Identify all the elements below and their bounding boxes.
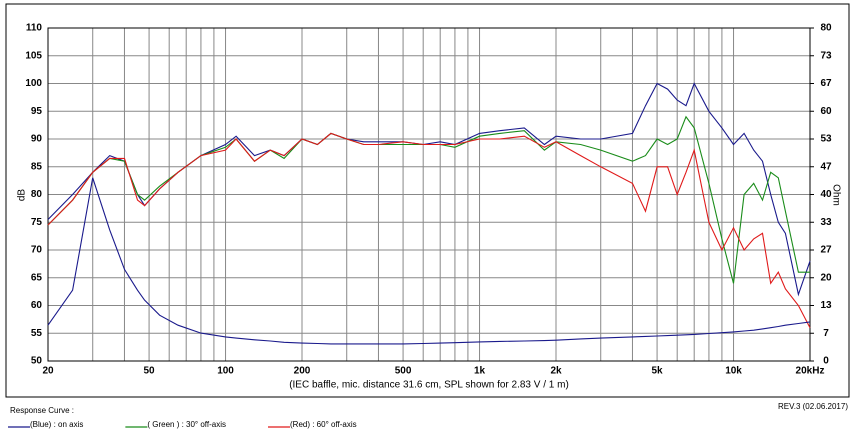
y-tick-label: 55 [31,328,43,339]
legend-label: ( Green ) : 30° off-axis [147,420,226,429]
y-tick-label: 110 [26,23,43,34]
x-tick-label: 10k [725,366,742,377]
y2-tick-label: 73 [820,50,832,61]
legend-label: (Blue) : on axis [30,420,83,429]
y-tick-label: 100 [25,78,42,89]
series-line [47,82,811,297]
x-axis-label: (IEC baffle, mic. distance 31.6 cm, SPL … [289,380,569,391]
y2-tick-label: 40 [820,189,832,200]
revision: REV.3 (02.06.2017) [778,402,848,411]
plot-border [47,27,811,362]
y2-axis-label: Ohm [830,184,841,206]
x-tick-label: 20 [42,366,54,377]
x-tick-label: 2k [550,366,562,377]
y-tick-label: 50 [31,356,43,367]
series-line [47,177,811,345]
x-tick-label: 500 [395,366,412,377]
series-line [47,115,810,284]
y2-tick-label: 67 [820,78,832,89]
y2-tick-label: 13 [820,300,832,311]
y-tick-label: 60 [31,300,43,311]
y-tick-label: 85 [31,161,43,172]
y2-tick-label: 53 [820,134,832,145]
legend-label: (Red) : 60° off-axis [290,420,357,429]
y2-tick-label: 80 [820,23,832,34]
series-line [47,132,811,328]
y2-tick-label: 33 [820,217,832,228]
y-tick-label: 80 [31,189,43,200]
x-tick-label: 20kHz [796,366,825,377]
legend-title: Response Curve : [10,406,74,415]
x-tick-label: 1k [474,366,486,377]
x-tick-label: 100 [217,366,234,377]
y-tick-label: 75 [31,217,43,228]
y-tick-label: 95 [31,106,43,117]
x-tick-label: 50 [144,366,156,377]
y2-tick-label: 47 [820,161,832,172]
y-tick-label: 90 [31,134,43,145]
y-tick-label: 105 [25,50,42,61]
x-tick-label: 200 [294,366,311,377]
y-tick-label: 65 [31,272,43,283]
frame [5,3,850,398]
y2-tick-label: 20 [820,272,832,283]
y2-tick-label: 0 [823,356,829,367]
y-tick-label: 70 [31,245,43,256]
y-axis-label: dB [17,189,28,202]
x-tick-label: 5k [652,366,664,377]
y2-tick-label: 27 [820,245,832,256]
y2-tick-label: 60 [820,106,832,117]
y2-tick-label: 7 [823,328,829,339]
